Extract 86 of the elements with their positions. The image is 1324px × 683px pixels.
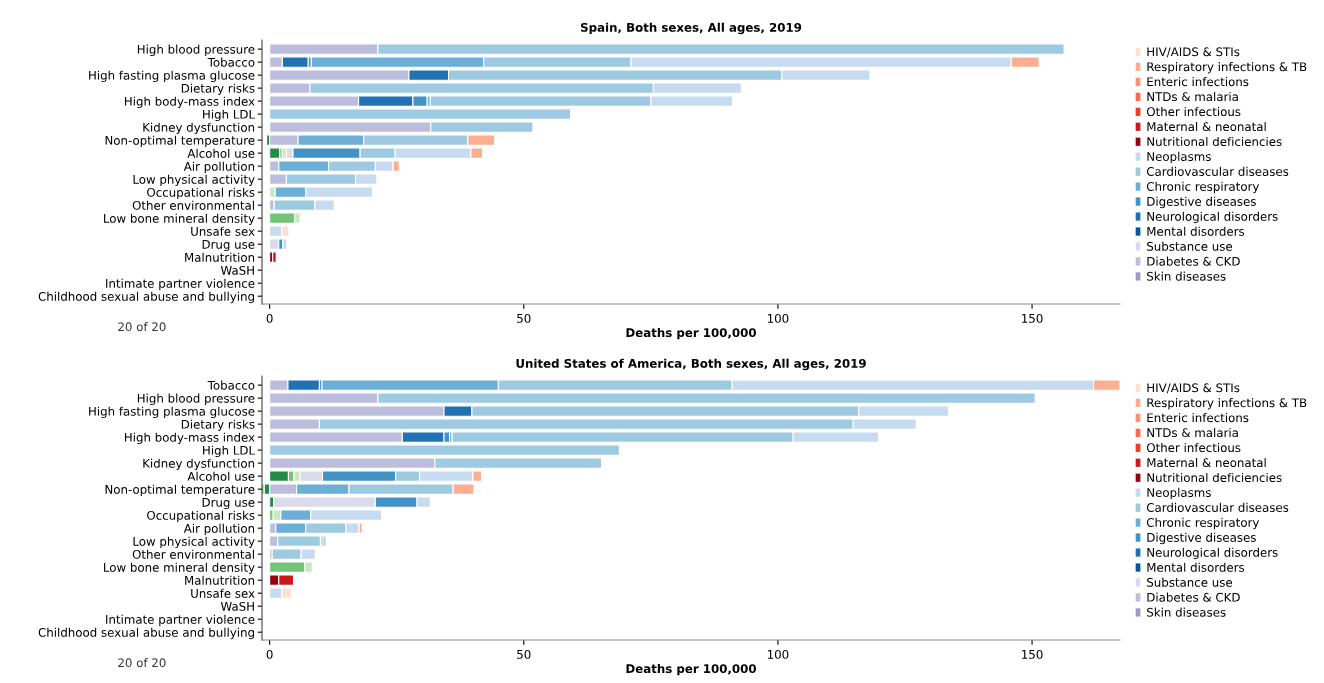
y-tick-label: High body-mass index bbox=[124, 432, 255, 445]
y-tick-label: WaSH bbox=[220, 265, 254, 275]
y-tick-label: Childhood sexual abuse and bullying bbox=[38, 291, 254, 304]
text: 20 of 20 bbox=[118, 322, 166, 332]
legend-label: Cardiovascular diseases bbox=[1146, 502, 1289, 512]
y-tick-label: Non-optimal temperature bbox=[105, 135, 255, 148]
y-tick-label: High LDL bbox=[203, 445, 255, 458]
chart-title: United States of America, Both sexes, All ages, 2019 bbox=[516, 358, 866, 371]
legend-label: Mental disorders bbox=[1147, 226, 1245, 236]
x-tick-label: 100 bbox=[767, 313, 789, 323]
legend-label: Respiratory infections & TB bbox=[1147, 398, 1307, 410]
y-tick-label: Drug use bbox=[202, 498, 255, 510]
x-axis-title: Deaths per 100,000 bbox=[626, 663, 756, 676]
legend-label: Enteric infections bbox=[1147, 77, 1249, 87]
y-tick-label: Malnutrition bbox=[185, 252, 255, 262]
y-tick-label: Non-optimal temperature bbox=[105, 484, 255, 497]
legend-label: Diabetes & CKD bbox=[1147, 256, 1240, 266]
legend-label: Substance use bbox=[1147, 241, 1233, 251]
legend-label: Chronic respiratory bbox=[1146, 181, 1260, 194]
y-tick-label: Malnutrition bbox=[185, 575, 255, 585]
legend-label: Other infectious bbox=[1146, 106, 1241, 117]
y-tick-label: Kidney dysfunction bbox=[143, 122, 255, 135]
y-tick-label: Unsafe sex bbox=[191, 588, 255, 598]
y-tick-label: High body-mass index bbox=[124, 96, 255, 109]
y-tick-label: Kidney dysfunction bbox=[143, 458, 255, 471]
y-tick-label: High blood pressure bbox=[137, 44, 255, 57]
x-tick-label: 150 bbox=[1022, 313, 1043, 323]
legend-label: NTDs & malaria bbox=[1147, 427, 1238, 438]
y-tick-label: Low bone mineral density bbox=[104, 562, 255, 575]
y-tick-label: Occupational risks bbox=[147, 187, 255, 200]
y-tick-label: Air pollution bbox=[183, 161, 255, 174]
legend-label: Maternal & neonatal bbox=[1147, 121, 1266, 132]
legend-label: Enteric infections bbox=[1147, 413, 1249, 423]
y-tick-label: Tobacco bbox=[207, 380, 255, 390]
y-tick-label: WaSH bbox=[220, 601, 254, 611]
legend-label: Digestive diseases bbox=[1147, 532, 1256, 545]
y-tick-label: Occupational risks bbox=[147, 510, 255, 523]
y-tick-label: Drug use bbox=[202, 240, 255, 252]
legend-label: Other infectious bbox=[1146, 442, 1241, 453]
y-tick-label: Childhood sexual abuse and bullying bbox=[38, 627, 254, 640]
y-tick-label: High fasting plasma glucose bbox=[89, 406, 255, 419]
y-tick-label: Dietary risks bbox=[181, 83, 255, 96]
legend-label: Nutritional deficiencies bbox=[1147, 472, 1282, 483]
legend-label: Respiratory infections & TB bbox=[1147, 62, 1307, 74]
legend-label: Neoplasms bbox=[1147, 487, 1211, 500]
legend-label: Neoplasms bbox=[1147, 151, 1211, 164]
y-tick-label: Dietary risks bbox=[181, 419, 255, 432]
legend-label: Maternal & neonatal bbox=[1147, 457, 1266, 468]
x-tick-label: 50 bbox=[517, 313, 531, 323]
legend-label: HIV/AIDS & STIs bbox=[1147, 47, 1240, 58]
y-tick-label: Other environmental bbox=[132, 549, 254, 559]
y-tick-label: Alcohol use bbox=[187, 148, 255, 158]
legend-label: Skin diseases bbox=[1147, 607, 1226, 617]
legend-label: Neurological disorders bbox=[1147, 547, 1278, 560]
legend-label: Diabetes & CKD bbox=[1147, 592, 1240, 602]
x-tick-label: 150 bbox=[1022, 649, 1043, 659]
y-tick-label: Low physical activity bbox=[133, 174, 255, 187]
legend-label: Neurological disorders bbox=[1147, 211, 1278, 224]
x-tick-label: 0 bbox=[266, 313, 273, 323]
x-tick-label: 50 bbox=[517, 649, 531, 659]
legend-label: Chronic respiratory bbox=[1146, 517, 1260, 530]
y-tick-label: Intimate partner violence bbox=[106, 614, 255, 627]
text: 20 of 20 bbox=[118, 658, 166, 668]
y-tick-label: Intimate partner violence bbox=[106, 278, 255, 291]
x-tick-label: 100 bbox=[767, 649, 789, 659]
y-tick-label: Unsafe sex bbox=[191, 226, 255, 236]
legend-label: Substance use bbox=[1147, 577, 1233, 587]
y-tick-label: High blood pressure bbox=[137, 393, 255, 406]
legend-label: Nutritional deficiencies bbox=[1147, 136, 1282, 147]
legend-label: Digestive diseases bbox=[1147, 196, 1256, 209]
y-tick-label: High fasting plasma glucose bbox=[89, 70, 255, 83]
chart-title: Spain, Both sexes, All ages, 2019 bbox=[580, 22, 802, 35]
legend-label: Mental disorders bbox=[1147, 562, 1245, 572]
y-tick-label: Other environmental bbox=[132, 200, 254, 210]
x-axis-title: Deaths per 100,000 bbox=[626, 327, 756, 340]
y-tick-label: Low physical activity bbox=[133, 536, 255, 549]
legend-label: Skin diseases bbox=[1147, 271, 1226, 281]
y-tick-label: Low bone mineral density bbox=[104, 213, 255, 226]
y-tick-label: Alcohol use bbox=[187, 471, 255, 481]
y-tick-label: Air pollution bbox=[183, 523, 255, 536]
legend-label: NTDs & malaria bbox=[1147, 91, 1238, 102]
x-tick-label: 0 bbox=[266, 649, 273, 659]
legend-label: Cardiovascular diseases bbox=[1146, 166, 1289, 176]
y-tick-label: High LDL bbox=[203, 109, 255, 122]
legend-label: HIV/AIDS & STIs bbox=[1147, 383, 1240, 394]
y-tick-label: Tobacco bbox=[207, 57, 255, 67]
